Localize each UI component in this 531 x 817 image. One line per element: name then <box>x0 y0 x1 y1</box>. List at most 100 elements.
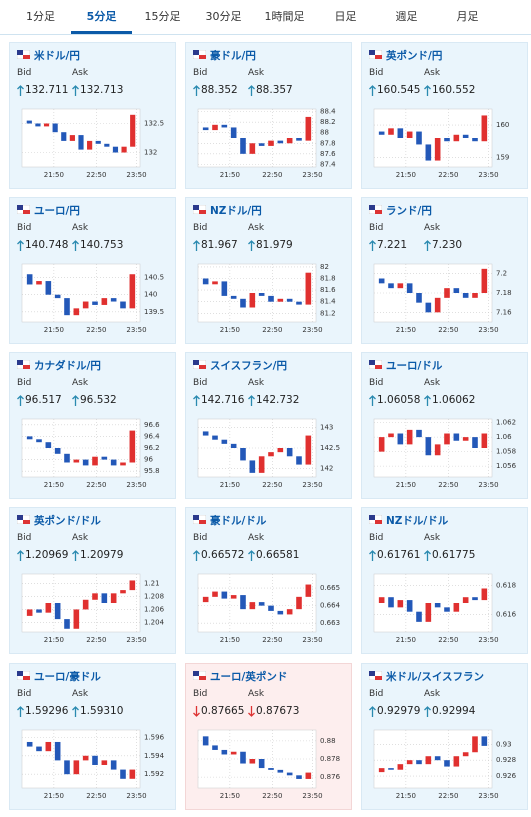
bid-label: Bid <box>369 68 384 78</box>
tab[interactable]: 5分足 <box>71 0 132 34</box>
x-tick-label: 21:50 <box>396 636 416 644</box>
x-tick-label: 22:50 <box>262 171 282 179</box>
pair-name: 豪ドル/ドル <box>210 515 267 527</box>
candle <box>221 749 228 755</box>
candle <box>434 756 441 761</box>
candle <box>221 281 228 296</box>
candle <box>101 593 108 603</box>
pair-name: NZドル/ドル <box>386 515 449 527</box>
y-tick-label: 96.6 <box>144 421 160 429</box>
candle <box>110 459 117 466</box>
pair-name: 英ポンド/円 <box>386 50 443 62</box>
arrow-shape <box>193 395 200 406</box>
x-tick-label: 23:50 <box>478 326 498 334</box>
bid-label: Bid <box>369 689 384 699</box>
flag-bg <box>193 515 206 524</box>
flag-part <box>193 671 199 676</box>
rate-card[interactable]: ユーロ/円 Bid Ask 140.748 140.753 140.5 140 139.5 21… <box>9 197 176 344</box>
bid-value: 142.716 <box>201 394 245 406</box>
ask-label: Ask <box>248 68 265 78</box>
tab[interactable]: 週足 <box>395 10 418 23</box>
candle <box>286 609 293 615</box>
candle <box>101 760 108 765</box>
flag-icon <box>369 205 382 214</box>
candle <box>481 115 488 142</box>
ask-value: 96.532 <box>80 394 117 406</box>
candle <box>120 590 126 594</box>
arrow-shape <box>248 240 255 251</box>
arrow-shape <box>424 85 431 96</box>
x-tick-label: 23:50 <box>126 792 146 800</box>
x-tick-label: 21:50 <box>396 326 416 334</box>
chart-bg <box>197 729 317 789</box>
candle <box>43 123 50 127</box>
tab[interactable]: 日足 <box>334 10 357 23</box>
pair-name: 米ドル/円 <box>34 50 80 62</box>
candle <box>121 146 127 153</box>
rate-card[interactable]: 米ドル/円 Bid Ask 132.711 132.713 132.5 132 21:50 22… <box>9 42 176 189</box>
y-tick-label: 88 <box>320 129 329 137</box>
candle <box>416 760 422 765</box>
candle <box>416 611 422 622</box>
candle <box>73 308 80 316</box>
ask-value: 88.357 <box>256 84 293 96</box>
arrow-shape <box>248 395 255 406</box>
candle <box>249 602 256 610</box>
candle <box>453 756 460 767</box>
mini-chart: 160 159 21:50 22:50 23:50 <box>373 108 509 179</box>
x-tick-label: 23:50 <box>126 481 146 489</box>
y-tick-label: 0.926 <box>496 772 517 780</box>
rate-card[interactable]: NZドル/円 Bid Ask 81.967 81.979 82 81.8 81.6 81.4 81… <box>185 197 352 344</box>
x-tick-label: 22:50 <box>438 792 458 800</box>
trend-arrow <box>369 395 376 406</box>
rate-card[interactable]: カナダドル/円 Bid Ask 96.517 96.532 96.6 96.4 96.2 96 9… <box>9 352 176 499</box>
tab[interactable]: 月足 <box>456 10 479 23</box>
mini-chart: 0.93 0.928 0.926 21:50 22:50 23:50 <box>373 729 517 800</box>
tab[interactable]: 1分足 <box>26 10 55 23</box>
ask-value: 0.66581 <box>256 549 300 561</box>
x-tick-label: 22:50 <box>438 171 458 179</box>
y-tick-label: 0.616 <box>496 611 517 619</box>
rate-card[interactable]: NZドル/ドル Bid Ask 0.61761 0.61775 0.618 0.616 21:… <box>361 507 528 654</box>
y-tick-label: 1.204 <box>144 618 165 626</box>
candle <box>78 135 84 150</box>
candle <box>296 596 302 610</box>
rate-card[interactable]: ユーロ/ドル Bid Ask 1.06058 1.06062 1.062 1.06 1.058… <box>361 352 528 499</box>
arrow-shape <box>424 395 431 406</box>
rate-card[interactable]: ユーロ/英ポンド Bid Ask 0.87665 0.87673 0.88 0.878 0.8… <box>185 663 352 810</box>
x-tick-label: 21:50 <box>220 792 240 800</box>
rate-card[interactable]: ユーロ/豪ドル Bid Ask 1.59296 1.59310 1.596 1.594 1.5… <box>9 663 176 810</box>
arrow-shape <box>424 706 431 717</box>
candle <box>305 116 312 141</box>
candle <box>462 134 469 138</box>
tab[interactable]: 15分足 <box>144 10 181 23</box>
chart-bg <box>21 418 141 478</box>
y-tick-label: 87.8 <box>320 139 336 147</box>
pair-name: ユーロ/豪ドル <box>34 671 101 683</box>
candle <box>36 439 42 443</box>
flag-part <box>199 520 206 524</box>
ask-value: 1.20979 <box>80 549 124 561</box>
rate-card[interactable]: 豪ドル/円 Bid Ask 88.352 88.357 88.4 88.2 88 87.8 87.… <box>185 42 352 189</box>
rate-card[interactable]: ランド/円 Bid Ask 7.221 7.230 7.2 7.18 7.16 21:50 22:… <box>361 197 528 344</box>
x-tick-label: 23:50 <box>302 171 322 179</box>
rate-card[interactable]: 英ポンド/ドル Bid Ask 1.20969 1.20979 1.21 1.208 1.20… <box>9 507 176 654</box>
flag-part <box>369 205 375 210</box>
rate-card[interactable]: スイスフラン/円 Bid Ask 142.716 142.732 143 142.5 142 2… <box>185 352 352 499</box>
rate-card[interactable]: 英ポンド/円 Bid Ask 160.545 160.552 160 159 21:50 22:… <box>361 42 528 189</box>
x-tick-label: 22:50 <box>262 792 282 800</box>
arrow-shape <box>72 240 79 251</box>
candle <box>286 298 293 302</box>
bid-value: 88.352 <box>201 84 238 96</box>
candle <box>481 736 488 746</box>
tab[interactable]: 1時間足 <box>264 10 305 23</box>
flag-bg <box>369 205 382 214</box>
candle <box>64 298 70 316</box>
tab[interactable]: 30分足 <box>205 10 242 23</box>
bid-value: 81.967 <box>201 239 238 251</box>
trend-arrow <box>424 240 431 251</box>
bid-label: Bid <box>17 689 32 699</box>
rate-card[interactable]: 豪ドル/ドル Bid Ask 0.66572 0.66581 0.665 0.664 0.66… <box>185 507 352 654</box>
rate-card[interactable]: 米ドル/スイスフラン Bid Ask 0.92979 0.92994 0.93 0.928 0… <box>361 663 528 810</box>
flag-icon <box>369 671 382 680</box>
